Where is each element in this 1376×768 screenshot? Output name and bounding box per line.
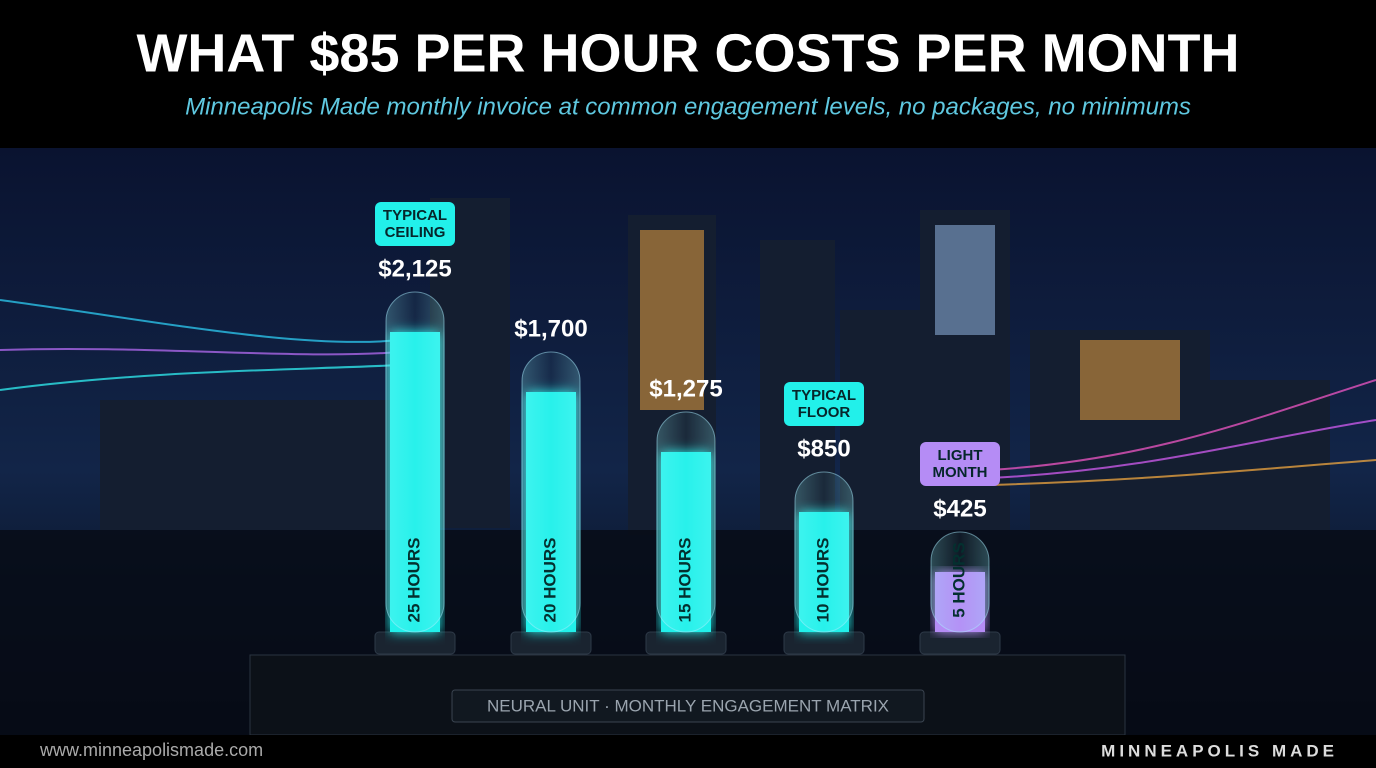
light-streaks xyxy=(0,299,1376,486)
value-label: $850 xyxy=(797,435,850,462)
value-label: $425 xyxy=(933,495,986,522)
windows xyxy=(640,225,1180,420)
badge: TYPICAL CEILING xyxy=(375,202,455,246)
glass xyxy=(385,291,445,633)
value-label: $2,125 xyxy=(378,255,451,282)
website: www.minneapolismade.com xyxy=(39,740,263,760)
glass xyxy=(930,531,990,633)
tube-base xyxy=(919,631,1001,655)
tube-base xyxy=(374,631,456,655)
category-label: 5 HOURS xyxy=(949,542,968,618)
category-label: 15 HOURS xyxy=(675,537,694,622)
value-label: $1,700 xyxy=(514,315,587,342)
value-label: $1,275 xyxy=(649,375,722,402)
category-label: 25 HOURS xyxy=(404,537,423,622)
glass xyxy=(656,411,716,633)
badge: LIGHT MONTH xyxy=(920,442,1000,486)
tube-base xyxy=(510,631,592,655)
glass xyxy=(521,351,581,633)
chart-title: WHAT $85 PER HOUR COSTS PER MONTH xyxy=(136,23,1239,83)
chart-subtitle: Minneapolis Made monthly invoice at comm… xyxy=(185,93,1191,120)
platform-label-box xyxy=(451,689,925,723)
category-label: 20 HOURS xyxy=(540,537,559,622)
category-label: 10 HOURS xyxy=(813,537,832,622)
glass xyxy=(794,471,854,633)
brand: MINNEAPOLIS MADE xyxy=(1101,741,1338,760)
tube-base xyxy=(783,631,865,655)
tube-base xyxy=(645,631,727,655)
footer-bg xyxy=(0,735,1376,768)
badge: TYPICAL FLOOR xyxy=(784,382,864,426)
platform-label: NEURAL UNIT · MONTHLY ENGAGEMENT MATRIX xyxy=(487,696,889,715)
header-bg xyxy=(0,0,1376,148)
